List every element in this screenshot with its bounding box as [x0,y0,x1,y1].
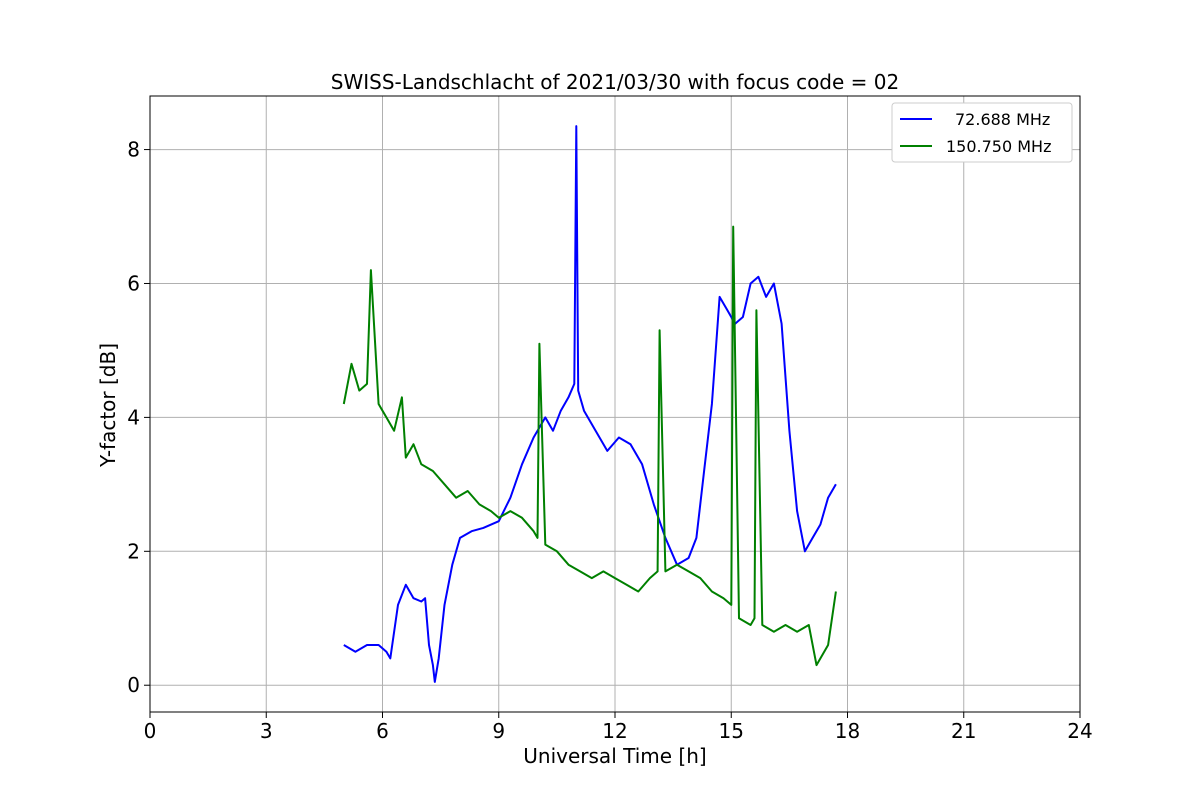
x-tick-label: 6 [376,719,389,743]
x-tick-label: 3 [260,719,273,743]
x-tick-label: 15 [719,719,744,743]
ticks [144,149,1081,718]
series-layer [342,125,837,683]
x-tick-label: 9 [492,719,505,743]
x-tick-label: 12 [602,719,627,743]
series-line-72-688-mhz [343,125,837,683]
legend-box [891,102,1073,163]
series-line-150-750-mhz [342,225,837,667]
x-tick-label: 18 [835,719,860,743]
y-tick-label: 6 [127,271,140,295]
x-tick-label: 0 [144,719,157,743]
y-axis-label: Y-factor [dB] [96,343,120,468]
x-axis-label: Universal Time [h] [523,744,706,768]
chart-title: SWISS-Landschlacht of 2021/03/30 with fo… [331,70,899,94]
y-tick-label: 0 [127,673,140,697]
legend-label-150-750: 150.750 MHz [946,137,1051,156]
y-tick-label: 2 [127,539,140,563]
legend: 72.688 MHz 150.750 MHz [891,102,1073,163]
x-tick-label: 24 [1067,719,1092,743]
legend-label-72-688: 72.688 MHz [955,110,1050,129]
x-tick-label: 21 [951,719,976,743]
y-tick-label: 4 [127,405,140,429]
y-tick-label: 8 [127,138,140,162]
